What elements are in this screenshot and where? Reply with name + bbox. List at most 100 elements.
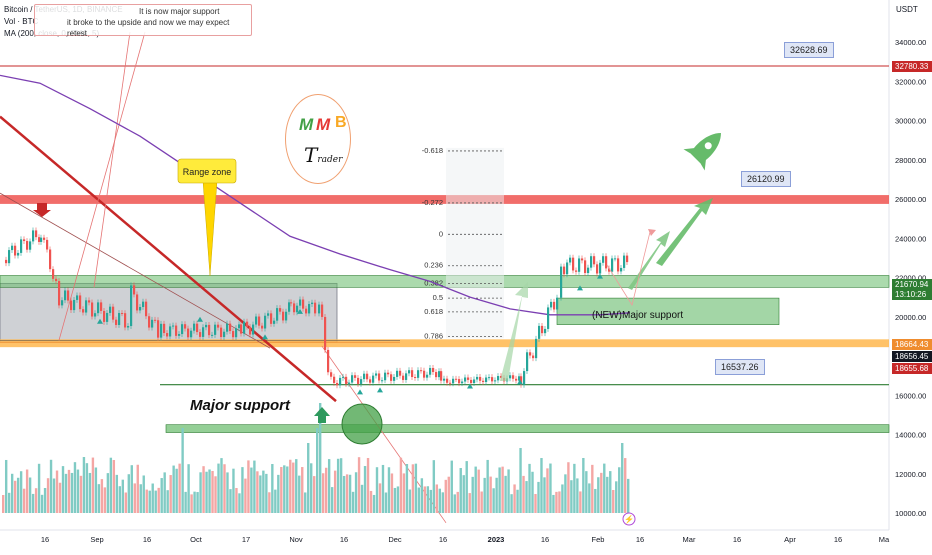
candle-body	[599, 262, 602, 274]
volume-bar	[384, 492, 388, 513]
candle-body	[556, 297, 559, 310]
candle-body	[541, 325, 544, 334]
volume-bar	[324, 467, 328, 513]
volume-bar	[573, 463, 576, 513]
volume-bar	[420, 478, 424, 513]
candle-body	[64, 290, 67, 301]
volume-bar	[336, 458, 340, 513]
candle-body	[124, 313, 127, 328]
candle-body	[408, 370, 411, 374]
candle-body	[238, 324, 241, 329]
candle-body	[46, 239, 49, 250]
volume-bar	[58, 482, 62, 513]
candle-body	[270, 313, 273, 324]
y-tick-20000: 20000.00	[895, 313, 926, 322]
candle-body	[620, 267, 623, 272]
price-badge-16537[interactable]: 16537.26	[715, 359, 765, 375]
buy-marker-7	[97, 318, 103, 324]
volume-bar	[330, 487, 334, 513]
x-tick-11: Feb	[592, 535, 605, 544]
volume-bar	[522, 475, 525, 513]
candle-body	[91, 302, 94, 317]
volume-bar	[567, 462, 570, 513]
candle-body	[339, 377, 342, 386]
candle-body	[178, 334, 181, 336]
volume-bar	[259, 475, 262, 513]
volume-bar	[271, 464, 274, 513]
candle-body	[82, 309, 85, 313]
candle-body	[290, 302, 293, 304]
y-tick-24000: 24000.00	[895, 234, 926, 243]
candle-body	[485, 377, 488, 383]
rocket-icon	[683, 133, 721, 171]
candle-body	[479, 376, 482, 381]
candle-body	[139, 306, 142, 311]
candle-body	[321, 304, 324, 317]
volume-bar	[360, 484, 364, 513]
volume-bar	[205, 471, 208, 513]
candle-body	[426, 374, 429, 378]
major-support-circle	[341, 403, 383, 445]
candle-body	[491, 377, 494, 382]
volume-bar	[220, 458, 223, 513]
volume-bar	[606, 476, 609, 513]
candle-body	[366, 373, 369, 380]
volume-bar	[280, 466, 283, 513]
logo-trader-text: Trader	[304, 143, 342, 167]
candle-body	[20, 239, 23, 253]
fib-label-0.618: 0.618	[424, 307, 443, 316]
candle-body	[190, 330, 193, 338]
volume-bar	[97, 484, 101, 513]
candle-body	[390, 374, 393, 381]
price-badge-32628[interactable]: 32628.69	[784, 42, 834, 58]
volume-bar	[576, 478, 579, 513]
logo-rader: rader	[317, 155, 343, 165]
x-tick-7: Dec	[388, 535, 402, 544]
candle-body	[148, 316, 151, 328]
volume-bar	[73, 462, 77, 513]
note-line-1: It is now major support	[139, 7, 220, 16]
volume-bar	[387, 467, 391, 513]
volume-bar	[181, 428, 184, 513]
bolt-circle	[622, 512, 636, 526]
volume-bar	[172, 465, 175, 513]
projection-path-head	[648, 229, 656, 236]
volume-line[interactable]: Vol · BTC	[4, 17, 39, 26]
volume-bar	[438, 488, 441, 513]
candle-body	[115, 319, 118, 325]
volume-bar	[405, 464, 409, 513]
price-badge-26120[interactable]: 26120.99	[741, 171, 791, 187]
candle-body	[211, 334, 214, 336]
candle-body	[314, 302, 317, 314]
volume-bar	[244, 478, 247, 513]
candle-body	[305, 308, 308, 314]
candle-body	[446, 378, 449, 383]
volume-bar	[501, 466, 504, 513]
volume-bar	[537, 481, 540, 513]
candle-body	[399, 370, 402, 376]
buy-marker-6	[597, 273, 603, 279]
candle-body	[276, 308, 279, 321]
volume-bar	[363, 466, 367, 513]
volume-bar	[145, 489, 148, 513]
candle-body	[261, 325, 264, 329]
note-callout[interactable]: It is now major support it broke to the …	[34, 4, 252, 38]
buy-marker-3	[467, 383, 473, 389]
volume-bar	[534, 493, 537, 513]
volume-bar	[142, 475, 145, 513]
candle-body	[264, 315, 267, 329]
x-tick-9: 2023	[488, 535, 505, 544]
candle-body	[360, 379, 363, 384]
candle-body	[296, 305, 299, 313]
support-zone-18650	[0, 339, 889, 348]
candle-body	[348, 382, 351, 384]
volume-bar	[624, 458, 627, 513]
volume-bar	[178, 463, 181, 513]
candle-body	[482, 380, 485, 383]
candle-body	[106, 312, 109, 322]
volume-bar	[378, 483, 382, 513]
volume-bar	[193, 491, 196, 513]
candle-body	[520, 376, 523, 385]
